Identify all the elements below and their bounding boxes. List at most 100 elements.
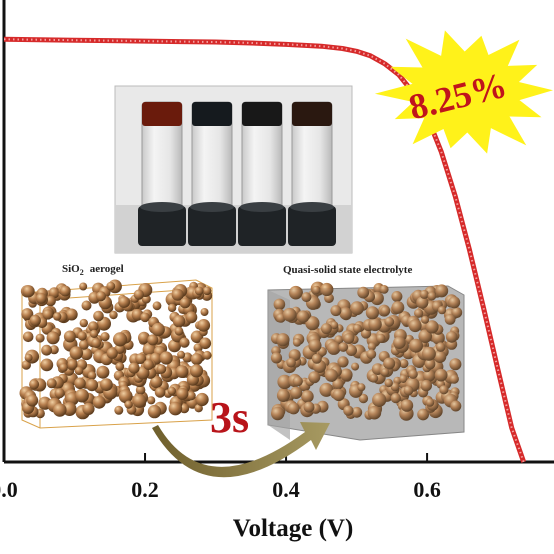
particle [303, 401, 315, 413]
particle [421, 346, 436, 361]
particle [357, 383, 366, 392]
particle [195, 392, 209, 407]
vial-cap-rim [190, 202, 234, 212]
particle [273, 298, 286, 311]
particle [301, 292, 312, 303]
particle [390, 393, 401, 404]
particle [74, 366, 84, 376]
particle [343, 333, 355, 344]
particle [296, 310, 310, 323]
particle [376, 333, 386, 343]
particle [150, 375, 163, 389]
particle [75, 388, 89, 403]
vial-cap [238, 206, 286, 246]
particle [416, 296, 429, 309]
particle [147, 396, 156, 405]
particle [67, 359, 78, 370]
particle [168, 401, 183, 416]
time-label: 3s [210, 393, 249, 442]
particle [106, 347, 118, 359]
particle [140, 312, 150, 323]
particle [381, 368, 390, 377]
particle [408, 369, 418, 379]
aerogel-cube [19, 279, 213, 429]
particle [114, 405, 124, 415]
particle [365, 306, 379, 320]
particle [308, 371, 321, 384]
particle [277, 374, 292, 390]
particle [330, 321, 339, 330]
particle [46, 378, 57, 389]
particle [445, 331, 458, 343]
particle [390, 382, 400, 392]
x-tick-label: 0.4 [272, 477, 300, 502]
particle [399, 358, 409, 369]
particle [350, 301, 364, 316]
particle [152, 301, 162, 311]
particle [330, 305, 342, 317]
particle [93, 310, 104, 322]
particle [338, 342, 349, 352]
particle [88, 321, 99, 332]
particle [45, 295, 56, 307]
particle [345, 344, 357, 356]
particle [367, 342, 376, 351]
particle [176, 387, 189, 400]
particle [167, 303, 177, 313]
particle [444, 314, 456, 325]
particle [133, 289, 144, 300]
particle [383, 357, 396, 370]
particle [292, 338, 302, 347]
particle [171, 288, 184, 301]
particle [91, 338, 102, 348]
particle [77, 331, 87, 341]
particle [379, 285, 389, 294]
particle [334, 335, 344, 345]
x-tick-label: 0.0 [0, 477, 18, 502]
x-axis-title: Voltage (V) [233, 515, 354, 542]
vial-liquid [192, 102, 232, 126]
particle [78, 339, 89, 350]
particle [35, 293, 47, 304]
particle [79, 282, 88, 291]
particle [135, 385, 146, 395]
particle [282, 307, 297, 322]
particle [151, 322, 165, 337]
particle [189, 364, 204, 378]
particle [289, 285, 303, 300]
particle [21, 308, 34, 321]
particle [29, 379, 40, 390]
particle [332, 378, 344, 390]
particle [46, 331, 60, 345]
particle [435, 342, 446, 352]
vial-cap-rim [290, 202, 334, 212]
particle [384, 378, 393, 388]
particle [305, 316, 320, 331]
particle [431, 331, 445, 345]
particle [190, 353, 203, 366]
particle [142, 343, 157, 357]
particle [271, 406, 285, 421]
particle [124, 400, 133, 409]
particle [175, 365, 189, 378]
particle [327, 341, 341, 355]
particle [287, 402, 300, 415]
particle [301, 390, 314, 403]
particle [409, 338, 423, 353]
particle [100, 378, 113, 391]
particle [308, 339, 322, 353]
particle [109, 310, 118, 320]
vial [238, 101, 286, 246]
vial-cap-rim [140, 202, 184, 212]
particle [391, 301, 405, 314]
particle [311, 353, 322, 364]
particle [369, 374, 379, 383]
particle [143, 359, 154, 371]
particle [391, 291, 403, 302]
electrolyte-particles [270, 281, 463, 421]
particle [90, 329, 99, 338]
particle [156, 364, 167, 374]
particle [449, 374, 459, 384]
particle [450, 400, 462, 412]
particle [194, 404, 203, 413]
